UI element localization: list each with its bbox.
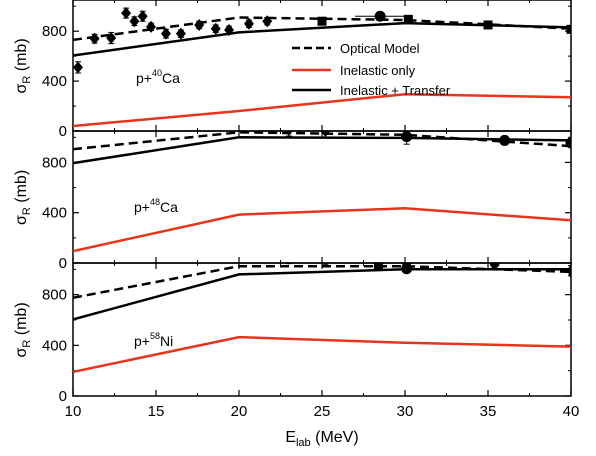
data-point-diamond	[73, 61, 83, 74]
panel-label-prefix: p+	[134, 199, 150, 215]
y-axis-label: σR (mb)	[13, 302, 33, 357]
panel-label: p+48Ca	[134, 197, 178, 215]
series-line-inelastic-transfer	[73, 136, 571, 165]
y-axis-label-unit: (mb)	[13, 302, 30, 339]
data-point-diamond	[224, 23, 235, 36]
y-axis-label-sub: R	[21, 207, 33, 215]
panel-label-element: Ni	[160, 333, 173, 349]
y-axis-label-main: σ	[13, 84, 30, 94]
y-axis-label-unit: (mb)	[13, 38, 30, 75]
data-point-square	[317, 16, 327, 26]
legend-label: Inelastic + Transfer	[340, 83, 451, 98]
y-axis-label: σR (mb)	[13, 38, 33, 93]
data-point-circle	[568, 269, 571, 279]
data-point-circle	[401, 263, 413, 275]
data-point-diamond	[121, 7, 132, 20]
y-tick-label: 400	[42, 205, 67, 222]
data-point-circle	[499, 134, 511, 146]
data-point-diamond	[137, 10, 148, 23]
data-point-diamond	[160, 27, 171, 40]
y-axis-label-main: σ	[13, 215, 30, 225]
data-point-diamond	[262, 15, 273, 28]
legend: Optical Model Inelastic only Inelastic + T…	[292, 41, 451, 98]
panel-label-mass: 48	[150, 197, 160, 207]
series-line-inelastic-only	[73, 92, 571, 128]
panel-label-prefix: p+	[136, 70, 152, 86]
legend-label: Inelastic only	[340, 63, 416, 78]
y-tick-label: 0	[59, 255, 67, 272]
x-tick-label: 35	[480, 403, 497, 420]
x-tick-label: 40	[563, 403, 580, 420]
data-point-diamond	[284, 131, 293, 136]
panel-label-prefix: p+	[134, 333, 150, 349]
y-axis-label-unit: (mb)	[13, 170, 30, 207]
y-tick-label: 800	[42, 23, 67, 40]
y-axis-label-sub: R	[21, 340, 33, 348]
x-tick-label: 15	[148, 403, 165, 420]
data-point-diamond	[146, 20, 157, 33]
data-point-diamond	[210, 22, 221, 35]
data-point-square	[566, 24, 571, 34]
data-point-diamond	[194, 18, 205, 31]
data-point-diamond	[320, 131, 331, 137]
panel-label: p+40Ca	[136, 68, 180, 86]
data-point-circle	[565, 137, 571, 149]
y-tick-label: 0	[59, 388, 67, 405]
x-tick-label: 30	[397, 403, 414, 420]
y-tick-label: 400	[42, 73, 67, 90]
series-line-inelastic-only	[73, 207, 571, 253]
x-axis-label-sub: lab	[296, 437, 311, 449]
data-point-diamond	[175, 27, 186, 40]
panel-ni58: 0 400 800 σR (mb) p+58Ni	[13, 262, 572, 405]
series-group	[73, 7, 571, 128]
data-point-circle	[374, 10, 386, 22]
x-tick-label: 20	[231, 403, 248, 420]
series-line-inelastic-only	[73, 335, 571, 374]
data-point-square	[373, 263, 383, 271]
series-group	[73, 131, 571, 253]
data-point-square	[483, 20, 493, 30]
data-point-diamond	[243, 17, 254, 30]
panel-label: p+58Ni	[134, 331, 173, 349]
series-group	[73, 263, 571, 374]
data-point-diamond	[323, 263, 328, 266]
y-tick-label: 800	[42, 154, 67, 171]
data-point-square	[403, 14, 413, 24]
data-point-diamond	[287, 263, 291, 265]
panel-ca48: 0 400 800 σR (mb) p+48Ca	[13, 130, 572, 272]
data-point-diamond	[129, 15, 140, 28]
panel-label-element: Ca	[160, 199, 178, 215]
data-point-diamond	[106, 32, 117, 45]
y-tick-label: 800	[42, 287, 67, 304]
panel-label-mass: 58	[150, 331, 160, 341]
series-line-optical-model	[73, 264, 571, 300]
data-point-circle	[401, 131, 413, 143]
data-point-diamond	[489, 263, 500, 271]
x-tick-label: 25	[314, 403, 331, 420]
panel-label-element: Ca	[162, 70, 180, 86]
legend-label: Optical Model	[340, 41, 420, 56]
y-axis-label-main: σ	[13, 348, 30, 358]
y-tick-label: 0	[59, 123, 67, 140]
y-axis-label-sub: R	[21, 76, 33, 84]
panel-label-mass: 40	[152, 68, 162, 78]
y-tick-label: 400	[42, 337, 67, 354]
series-line-inelastic-transfer	[73, 268, 571, 321]
y-axis-label: σR (mb)	[13, 170, 33, 225]
x-tick-label: 10	[65, 403, 82, 420]
panel-ca40: 0 400 800 σR (mb) p+40Ca	[13, 0, 572, 140]
x-axis-label-unit: (MeV)	[311, 429, 359, 446]
x-axis-label-main: E	[285, 429, 296, 446]
x-axis-label: Elab (MeV)	[285, 429, 358, 449]
data-point-diamond	[89, 32, 100, 45]
